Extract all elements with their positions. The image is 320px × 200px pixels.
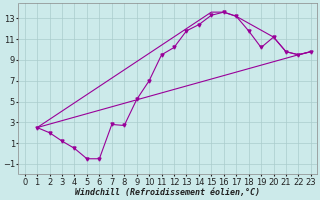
X-axis label: Windchill (Refroidissement éolien,°C): Windchill (Refroidissement éolien,°C) [75, 188, 260, 197]
